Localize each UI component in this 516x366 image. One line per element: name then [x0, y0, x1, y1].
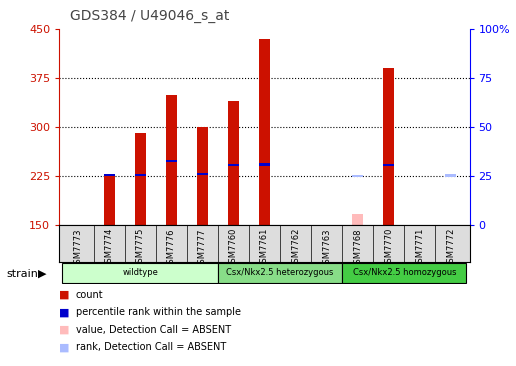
- Bar: [166, 94, 176, 225]
- Text: GSM7772: GSM7772: [446, 228, 456, 268]
- Text: Csx/Nkx2.5 homozygous: Csx/Nkx2.5 homozygous: [352, 268, 456, 277]
- Text: GSM7771: GSM7771: [415, 228, 424, 268]
- Text: ■: ■: [59, 307, 70, 317]
- Bar: [445, 174, 456, 177]
- Text: GSM7773: GSM7773: [73, 228, 83, 269]
- Text: ▶: ▶: [38, 269, 46, 279]
- Text: ■: ■: [59, 342, 70, 352]
- Text: rank, Detection Call = ABSENT: rank, Detection Call = ABSENT: [76, 342, 226, 352]
- FancyBboxPatch shape: [218, 263, 342, 283]
- Text: percentile rank within the sample: percentile rank within the sample: [76, 307, 241, 317]
- Bar: [352, 214, 363, 225]
- FancyBboxPatch shape: [62, 263, 218, 283]
- FancyBboxPatch shape: [342, 263, 466, 283]
- Text: value, Detection Call = ABSENT: value, Detection Call = ABSENT: [76, 325, 231, 335]
- Text: GSM7762: GSM7762: [291, 228, 300, 268]
- Bar: [104, 173, 115, 176]
- Bar: [259, 163, 270, 165]
- Text: GDS384 / U49046_s_at: GDS384 / U49046_s_at: [70, 9, 229, 23]
- Text: wildtype: wildtype: [122, 268, 158, 277]
- Bar: [228, 101, 239, 225]
- Bar: [135, 173, 146, 176]
- Bar: [197, 127, 208, 225]
- Text: GSM7776: GSM7776: [167, 228, 176, 269]
- Text: GSM7770: GSM7770: [384, 228, 393, 268]
- Bar: [166, 160, 176, 162]
- Text: strain: strain: [6, 269, 38, 279]
- Text: GSM7760: GSM7760: [229, 228, 238, 268]
- Text: GSM7768: GSM7768: [353, 228, 362, 269]
- Bar: [135, 133, 146, 225]
- Text: Csx/Nkx2.5 heterozygous: Csx/Nkx2.5 heterozygous: [227, 268, 334, 277]
- Text: ■: ■: [59, 325, 70, 335]
- Text: count: count: [76, 290, 104, 300]
- Text: GSM7774: GSM7774: [105, 228, 114, 268]
- Text: ■: ■: [59, 290, 70, 300]
- Bar: [383, 68, 394, 225]
- Text: GSM7761: GSM7761: [260, 228, 269, 268]
- Text: GSM7777: GSM7777: [198, 228, 207, 269]
- Text: GSM7763: GSM7763: [322, 228, 331, 269]
- Text: GSM7775: GSM7775: [136, 228, 144, 268]
- Bar: [383, 164, 394, 166]
- Bar: [104, 174, 115, 225]
- Bar: [228, 164, 239, 166]
- Bar: [352, 175, 363, 177]
- Bar: [197, 173, 208, 175]
- Bar: [259, 39, 270, 225]
